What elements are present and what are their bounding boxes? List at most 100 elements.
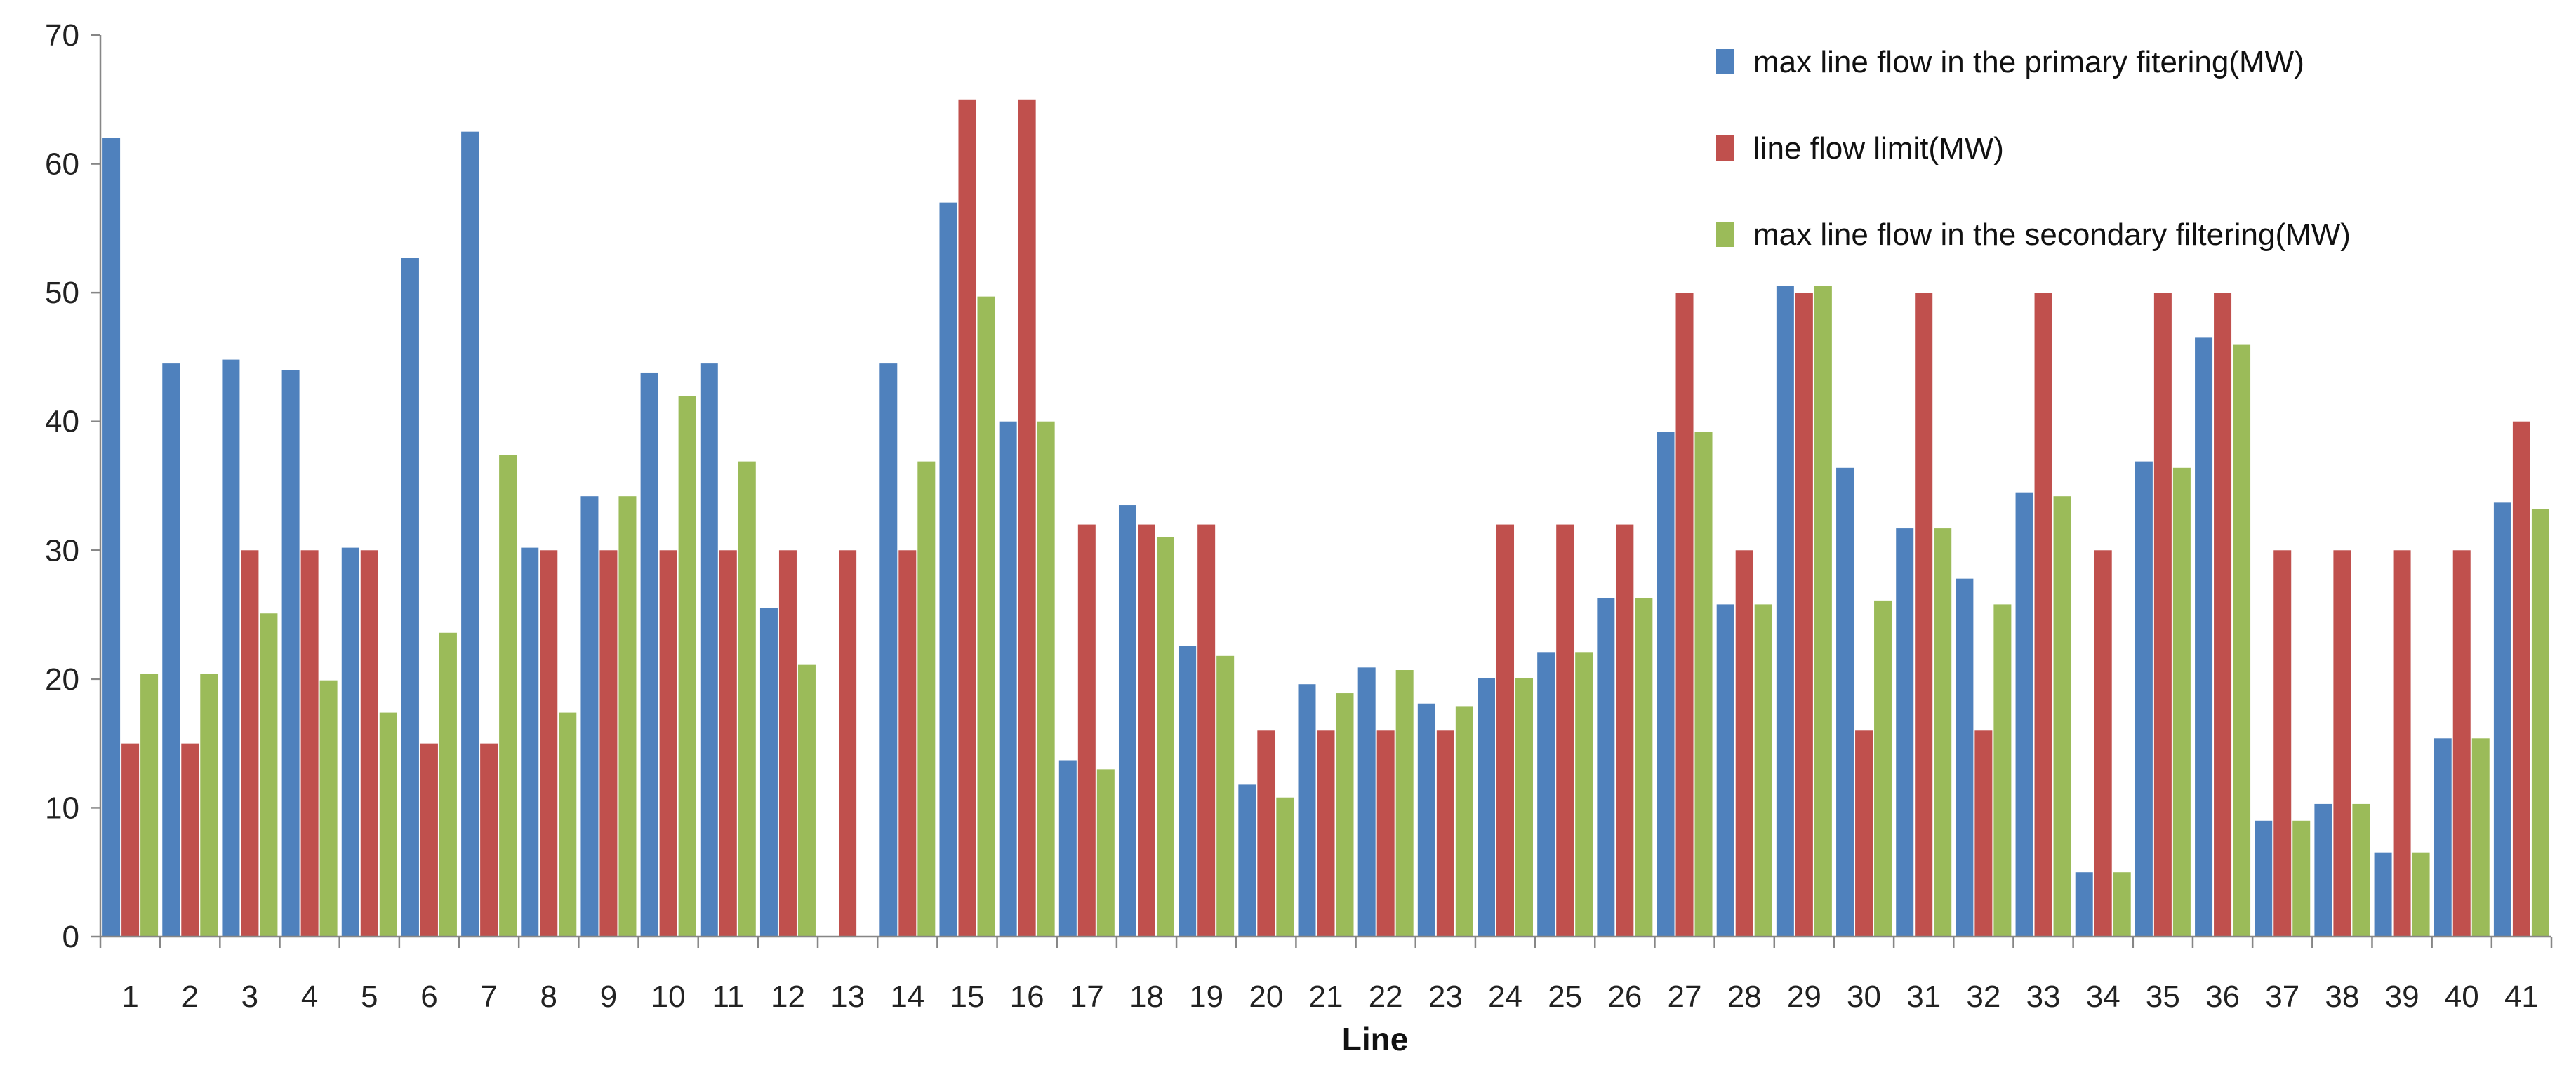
bar-series-2-line-26 bbox=[1616, 524, 1634, 937]
bar-series-2-line-23 bbox=[1436, 730, 1454, 937]
y-tick-label: 30 bbox=[45, 533, 79, 568]
x-tick-label: 32 bbox=[1966, 979, 2000, 1014]
x-tick-label: 12 bbox=[771, 979, 805, 1014]
bar-series-2-line-27 bbox=[1675, 293, 1694, 937]
bar-series-3-line-41 bbox=[2531, 509, 2549, 937]
bar-series-2-line-35 bbox=[2153, 293, 2172, 937]
bar-series-1-line-19 bbox=[1179, 646, 1197, 937]
y-tick-label: 10 bbox=[45, 791, 79, 825]
bar-series-3-line-2 bbox=[200, 674, 218, 937]
bar-series-3-line-27 bbox=[1694, 432, 1713, 937]
x-tick-label: 24 bbox=[1488, 979, 1522, 1014]
bar-series-2-line-3 bbox=[241, 550, 259, 937]
bar-series-3-line-31 bbox=[1934, 528, 1952, 937]
bar-series-3-line-11 bbox=[738, 461, 756, 937]
bar-series-2-line-12 bbox=[778, 550, 797, 937]
bar-series-1-line-10 bbox=[640, 372, 658, 937]
bar-series-1-line-23 bbox=[1417, 703, 1435, 937]
legend-label-series-2: line flow limit(MW) bbox=[1753, 131, 2004, 166]
x-tick-label: 33 bbox=[2026, 979, 2061, 1014]
bar-series-2-line-31 bbox=[1915, 293, 1933, 937]
bar-series-2-line-17 bbox=[1077, 524, 1096, 937]
bar-series-2-line-14 bbox=[898, 550, 917, 937]
bar-series-2-line-29 bbox=[1795, 293, 1813, 937]
bar-series-2-line-33 bbox=[2034, 293, 2052, 937]
bar-series-3-line-34 bbox=[2113, 872, 2131, 937]
bar-series-2-line-40 bbox=[2452, 550, 2471, 937]
bar-series-1-line-37 bbox=[2255, 820, 2273, 937]
legend-label-series-1: max line flow in the primary fitering(MW… bbox=[1753, 45, 2304, 79]
x-tick-label: 25 bbox=[1548, 979, 1582, 1014]
x-tick-label: 38 bbox=[2325, 979, 2359, 1014]
bar-series-2-line-9 bbox=[599, 550, 618, 937]
bar-series-2-line-21 bbox=[1317, 730, 1335, 937]
bar-series-3-line-8 bbox=[559, 712, 577, 937]
x-tick-label: 35 bbox=[2146, 979, 2180, 1014]
x-tick-label: 21 bbox=[1309, 979, 1343, 1014]
bar-series-1-line-26 bbox=[1597, 598, 1615, 937]
legend-swatch-series-3 bbox=[1716, 222, 1734, 247]
bar-series-2-line-11 bbox=[719, 550, 737, 937]
bar-series-3-line-16 bbox=[1037, 421, 1055, 937]
x-tick-label: 1 bbox=[121, 979, 138, 1014]
x-tick-label: 34 bbox=[2086, 979, 2120, 1014]
bar-series-1-line-4 bbox=[281, 370, 300, 937]
bar-series-3-line-4 bbox=[319, 680, 338, 937]
bar-series-3-line-6 bbox=[439, 632, 457, 937]
bar-series-3-line-1 bbox=[140, 674, 159, 937]
x-tick-label: 40 bbox=[2445, 979, 2479, 1014]
bar-series-2-line-37 bbox=[2273, 550, 2292, 937]
x-tick-label: 15 bbox=[950, 979, 984, 1014]
bar-series-1-line-33 bbox=[2015, 492, 2033, 937]
bar-series-1-line-16 bbox=[999, 421, 1017, 937]
x-tick-label: 28 bbox=[1727, 979, 1762, 1014]
bar-series-3-line-37 bbox=[2292, 820, 2311, 937]
legend: max line flow in the primary fitering(MW… bbox=[1716, 45, 2351, 252]
bar-series-3-line-19 bbox=[1216, 655, 1235, 937]
bar-series-3-line-35 bbox=[2172, 467, 2191, 937]
x-tick-label: 30 bbox=[1847, 979, 1881, 1014]
bar-series-1-line-5 bbox=[341, 547, 359, 937]
bar-series-2-line-32 bbox=[1974, 730, 1993, 937]
bar-series-1-line-2 bbox=[162, 363, 180, 937]
bar-series-2-line-2 bbox=[181, 743, 199, 937]
x-axis-title: Line bbox=[1342, 1021, 1409, 1057]
bar-series-1-line-25 bbox=[1537, 652, 1555, 937]
x-tick-label: 37 bbox=[2265, 979, 2299, 1014]
y-tick-label: 40 bbox=[45, 405, 79, 439]
x-tick-label: 9 bbox=[600, 979, 617, 1014]
bar-series-1-line-15 bbox=[939, 202, 957, 937]
bar-series-3-line-33 bbox=[2053, 496, 2071, 937]
bar-series-2-line-6 bbox=[420, 743, 438, 937]
x-tick-label: 27 bbox=[1668, 979, 1702, 1014]
bar-series-1-line-14 bbox=[879, 363, 898, 937]
x-tick-label: 17 bbox=[1070, 979, 1104, 1014]
bar-series-1-line-28 bbox=[1716, 604, 1734, 937]
x-tick-label: 26 bbox=[1607, 979, 1642, 1014]
bar-series-1-line-17 bbox=[1058, 760, 1077, 937]
x-tick-label: 11 bbox=[712, 979, 744, 1014]
x-tick-label: 36 bbox=[2205, 979, 2240, 1014]
x-tick-label: 23 bbox=[1428, 979, 1463, 1014]
bar-series-3-line-36 bbox=[2233, 344, 2251, 937]
y-tick-label: 20 bbox=[45, 662, 79, 697]
bar-series-1-line-39 bbox=[2374, 852, 2392, 937]
bar-series-1-line-24 bbox=[1478, 678, 1496, 937]
y-tick-label: 50 bbox=[45, 276, 79, 310]
bar-series-1-line-3 bbox=[222, 359, 240, 937]
bar-series-2-line-7 bbox=[480, 743, 498, 937]
bar-series-1-line-36 bbox=[2195, 337, 2213, 937]
bar-series-1-line-41 bbox=[2493, 502, 2511, 937]
bar-series-3-line-25 bbox=[1575, 652, 1593, 937]
x-tick-label: 31 bbox=[1906, 979, 1941, 1014]
x-tick-label: 19 bbox=[1189, 979, 1223, 1014]
bar-series-2-line-8 bbox=[540, 550, 558, 937]
legend-swatch-series-1 bbox=[1716, 49, 1734, 74]
bar-series-2-line-22 bbox=[1376, 730, 1395, 937]
bar-series-3-line-15 bbox=[977, 296, 995, 937]
bar-series-1-line-30 bbox=[1836, 467, 1854, 937]
x-tick-label: 16 bbox=[1010, 979, 1044, 1014]
legend-swatch-series-2 bbox=[1716, 135, 1734, 161]
bar-series-1-line-35 bbox=[2135, 461, 2153, 937]
